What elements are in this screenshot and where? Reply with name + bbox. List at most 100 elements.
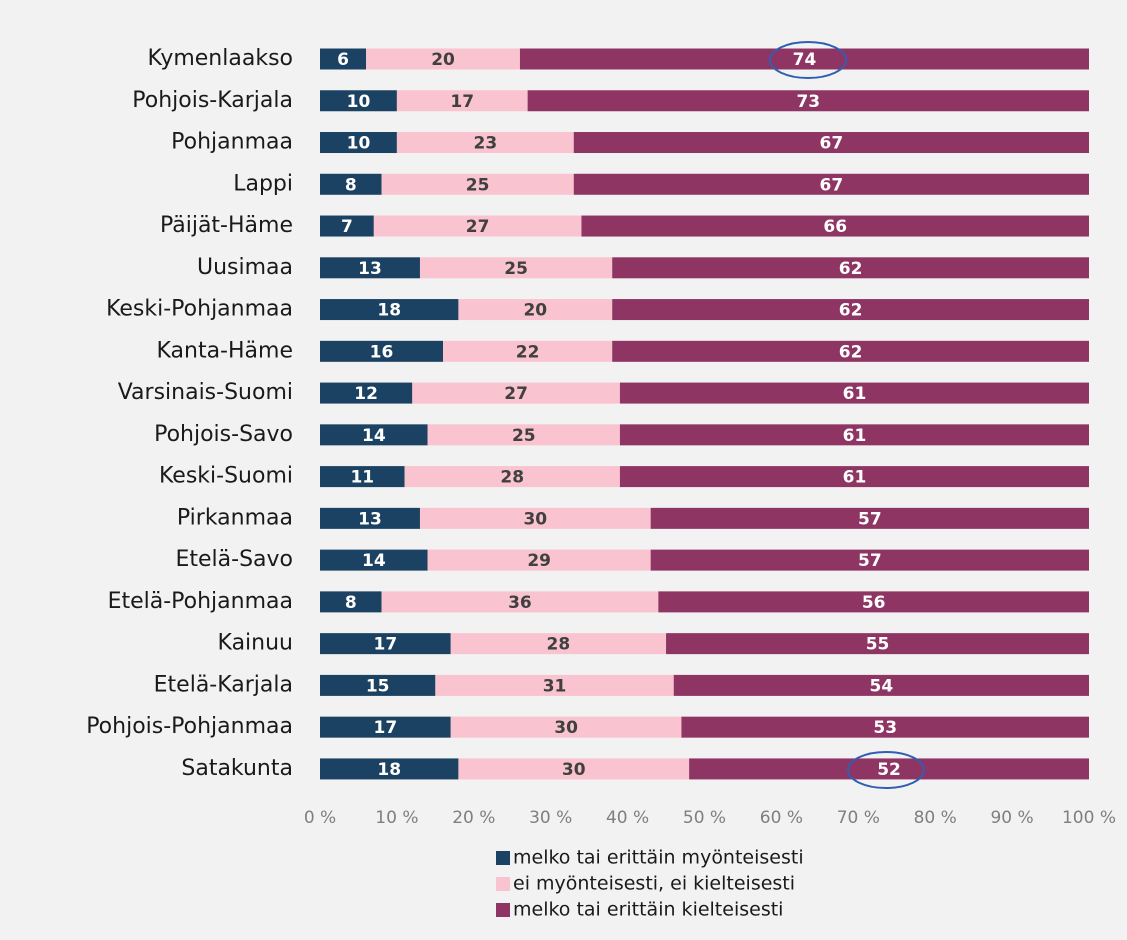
data-label: 57 — [858, 551, 882, 571]
data-label: 62 — [839, 259, 863, 279]
y-tick-label: Pohjois-Pohjanmaa — [86, 714, 293, 739]
data-label: 61 — [843, 384, 867, 404]
bar-segment — [450, 716, 682, 738]
x-tick-label: 40 % — [606, 808, 649, 828]
bar-segment — [458, 299, 613, 321]
bar-segment — [666, 633, 1089, 655]
data-label: 67 — [820, 134, 844, 154]
data-label: 20 — [431, 50, 455, 70]
data-label: 11 — [350, 468, 374, 488]
y-tick-label: Päijät-Häme — [160, 213, 293, 238]
data-label: 56 — [862, 593, 886, 613]
bar-segment — [427, 424, 620, 446]
bar-segment — [581, 215, 1089, 237]
plot: 0 % 10 % 20 % 30 % 40 % 50 % 60 % 70 % 80 % 90 % 1… — [86, 46, 1116, 921]
legend-swatch — [496, 851, 510, 865]
legend-label: melko tai erittäin kielteisesti — [513, 899, 783, 921]
bar-segment — [650, 549, 1089, 571]
data-label: 17 — [450, 92, 474, 112]
data-label: 22 — [516, 342, 540, 362]
data-label: 61 — [843, 468, 867, 488]
data-label: 67 — [820, 175, 844, 195]
x-tick-label: 80 % — [914, 808, 957, 828]
bar-segment — [320, 424, 428, 446]
bar-segment — [320, 466, 405, 488]
bar-segment — [412, 382, 620, 404]
bar-segment — [673, 674, 1089, 696]
bar-segment — [320, 132, 397, 154]
data-label: 13 — [358, 259, 382, 279]
legend-swatch — [496, 903, 510, 917]
bar-segment — [419, 257, 613, 279]
y-tick-label: Etelä-Pohjanmaa — [108, 589, 293, 614]
data-label: 15 — [366, 676, 390, 696]
legend-swatch — [496, 877, 510, 891]
data-label: 30 — [554, 718, 578, 738]
bar-segment — [320, 215, 374, 237]
bar-segment — [450, 633, 667, 655]
data-label: 13 — [358, 509, 382, 529]
bar-segment — [612, 340, 1089, 362]
y-tick-label: Pohjois-Savo — [154, 422, 293, 447]
highlight-ellipse — [847, 751, 925, 789]
bar-segment — [320, 299, 459, 321]
bar-segment — [320, 758, 459, 780]
bar-segment — [443, 340, 613, 362]
bar-segment — [689, 758, 1089, 780]
bar-segment — [619, 382, 1089, 404]
data-label: 8 — [345, 593, 357, 613]
data-label: 17 — [374, 718, 398, 738]
x-tick-label: 10 % — [375, 808, 418, 828]
data-label: 54 — [870, 676, 894, 696]
bar-segment — [320, 48, 367, 70]
bar-segment — [320, 340, 444, 362]
y-tick-label: Uusimaa — [197, 255, 293, 280]
bar-segment — [404, 466, 620, 488]
bar-segment — [381, 591, 659, 613]
bar-segment — [573, 173, 1089, 195]
bar-segment — [458, 758, 690, 780]
bar-segment — [573, 132, 1089, 154]
y-tick-label: Kanta-Häme — [156, 338, 293, 363]
bar-segment — [619, 466, 1089, 488]
bar-segment — [366, 48, 520, 70]
x-tick-label: 0 % — [304, 808, 336, 828]
data-label: 61 — [843, 426, 867, 446]
data-label: 57 — [858, 509, 882, 529]
data-label: 62 — [839, 342, 863, 362]
data-label: 27 — [504, 384, 528, 404]
data-label: 18 — [377, 760, 401, 780]
data-label: 55 — [866, 635, 890, 655]
data-label: 30 — [562, 760, 586, 780]
bar-segment — [320, 173, 382, 195]
data-label: 20 — [523, 301, 547, 321]
y-tick-label: Keski-Suomi — [159, 464, 293, 489]
bar-segment — [320, 382, 413, 404]
x-tick-label: 30 % — [529, 808, 572, 828]
data-label: 52 — [877, 760, 901, 780]
data-label: 8 — [345, 175, 357, 195]
highlight-ellipse — [769, 41, 847, 79]
bar-segment — [527, 90, 1089, 112]
data-label: 10 — [347, 134, 371, 154]
data-label: 14 — [362, 426, 386, 446]
bar-segment — [320, 257, 420, 279]
bar-segment — [435, 674, 674, 696]
bar-segment — [519, 48, 1089, 70]
data-label: 74 — [793, 50, 817, 70]
x-tick-label: 90 % — [990, 808, 1033, 828]
x-tick-label: 50 % — [683, 808, 726, 828]
data-label: 36 — [508, 593, 532, 613]
y-tick-label: Kainuu — [218, 631, 293, 656]
bar-segment — [681, 716, 1089, 738]
data-label: 23 — [473, 134, 497, 154]
bar-segment — [320, 90, 397, 112]
bar-segment — [320, 716, 451, 738]
bar-segment — [427, 549, 651, 571]
data-label: 30 — [523, 509, 547, 529]
data-label: 53 — [873, 718, 897, 738]
data-label: 17 — [374, 635, 398, 655]
bar-segment — [650, 507, 1089, 529]
legend-label: melko tai erittäin myönteisesti — [513, 847, 804, 869]
bar-segment — [320, 507, 420, 529]
